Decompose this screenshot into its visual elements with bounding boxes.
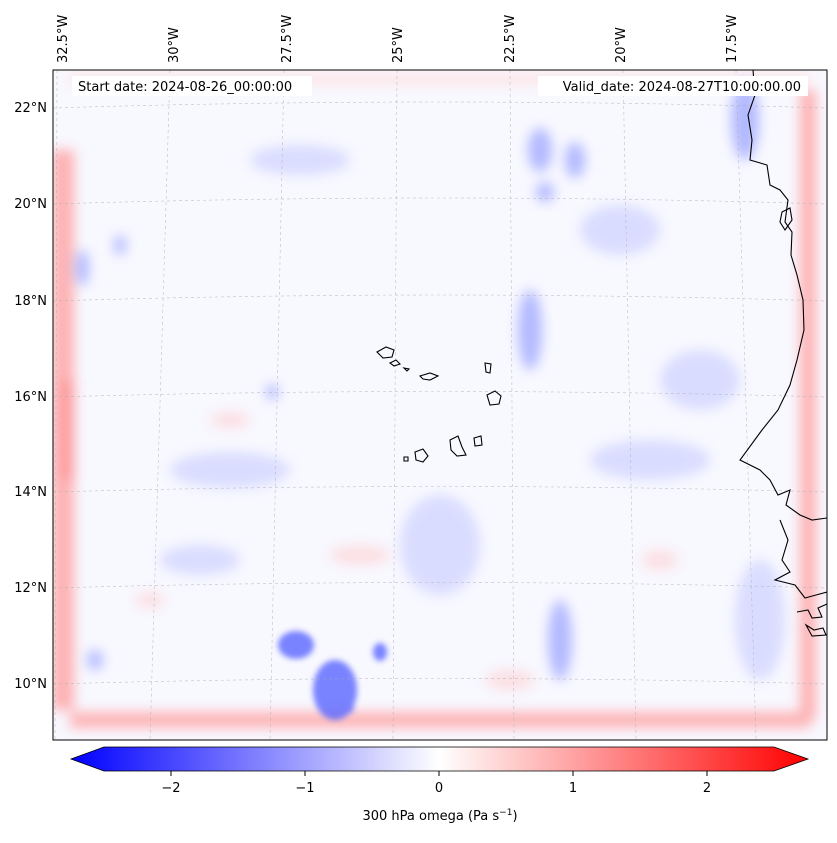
colorbar-tick-label: 1 <box>569 781 577 796</box>
colorbar-body <box>69 746 810 772</box>
lat-label: 20°N <box>14 197 47 212</box>
colorbar: −2 −1 0 1 2 300 hPa omega (Pa s−1) <box>69 746 810 824</box>
lon-label: 22.5°W <box>503 15 518 63</box>
coastlines <box>376 70 827 637</box>
lon-label: 27.5°W <box>280 15 295 63</box>
start-date-label: Start date: 2024-08-26_00:00:00 <box>78 80 292 95</box>
lat-label: 22°N <box>14 101 47 116</box>
colorbar-label-suffix: ) <box>512 809 517 824</box>
lat-label: 16°N <box>14 390 47 405</box>
lon-label: 32.5°W <box>56 15 71 63</box>
valid-date-label: Valid_date: 2024-08-27T10:00:00.00 <box>563 80 801 95</box>
colorbar-label: 300 hPa omega (Pa s−1) <box>362 808 517 824</box>
lon-label: 17.5°W <box>725 15 740 63</box>
lat-label: 14°N <box>14 485 47 500</box>
lon-label: 20°W <box>614 27 629 63</box>
lon-label: 30°W <box>167 27 182 63</box>
latitude-labels: 22°N 20°N 18°N 16°N 14°N 12°N 10°N <box>14 101 47 692</box>
longitude-labels: 32.5°W 30°W 27.5°W 25°W 22.5°W 20°W 17.5… <box>56 15 740 63</box>
graticule <box>53 70 827 740</box>
colorbar-tick-label: −2 <box>161 781 180 796</box>
lat-label: 12°N <box>14 581 47 596</box>
colorbar-ticks: −2 −1 0 1 2 <box>161 771 711 796</box>
colorbar-label-exponent: −1 <box>499 808 512 818</box>
colorbar-tick-label: −1 <box>295 781 314 796</box>
lat-label: 18°N <box>14 294 47 309</box>
colorbar-label-prefix: 300 hPa omega (Pa s <box>362 809 499 824</box>
colorbar-tick-label: 0 <box>435 781 443 796</box>
valid-date-box <box>538 76 808 96</box>
start-date-box <box>72 76 312 96</box>
lon-label: 25°W <box>391 27 406 63</box>
omega-field <box>53 70 827 740</box>
colorbar-tick-label: 2 <box>703 781 711 796</box>
lat-label: 10°N <box>14 677 47 692</box>
map-frame <box>52 69 828 741</box>
